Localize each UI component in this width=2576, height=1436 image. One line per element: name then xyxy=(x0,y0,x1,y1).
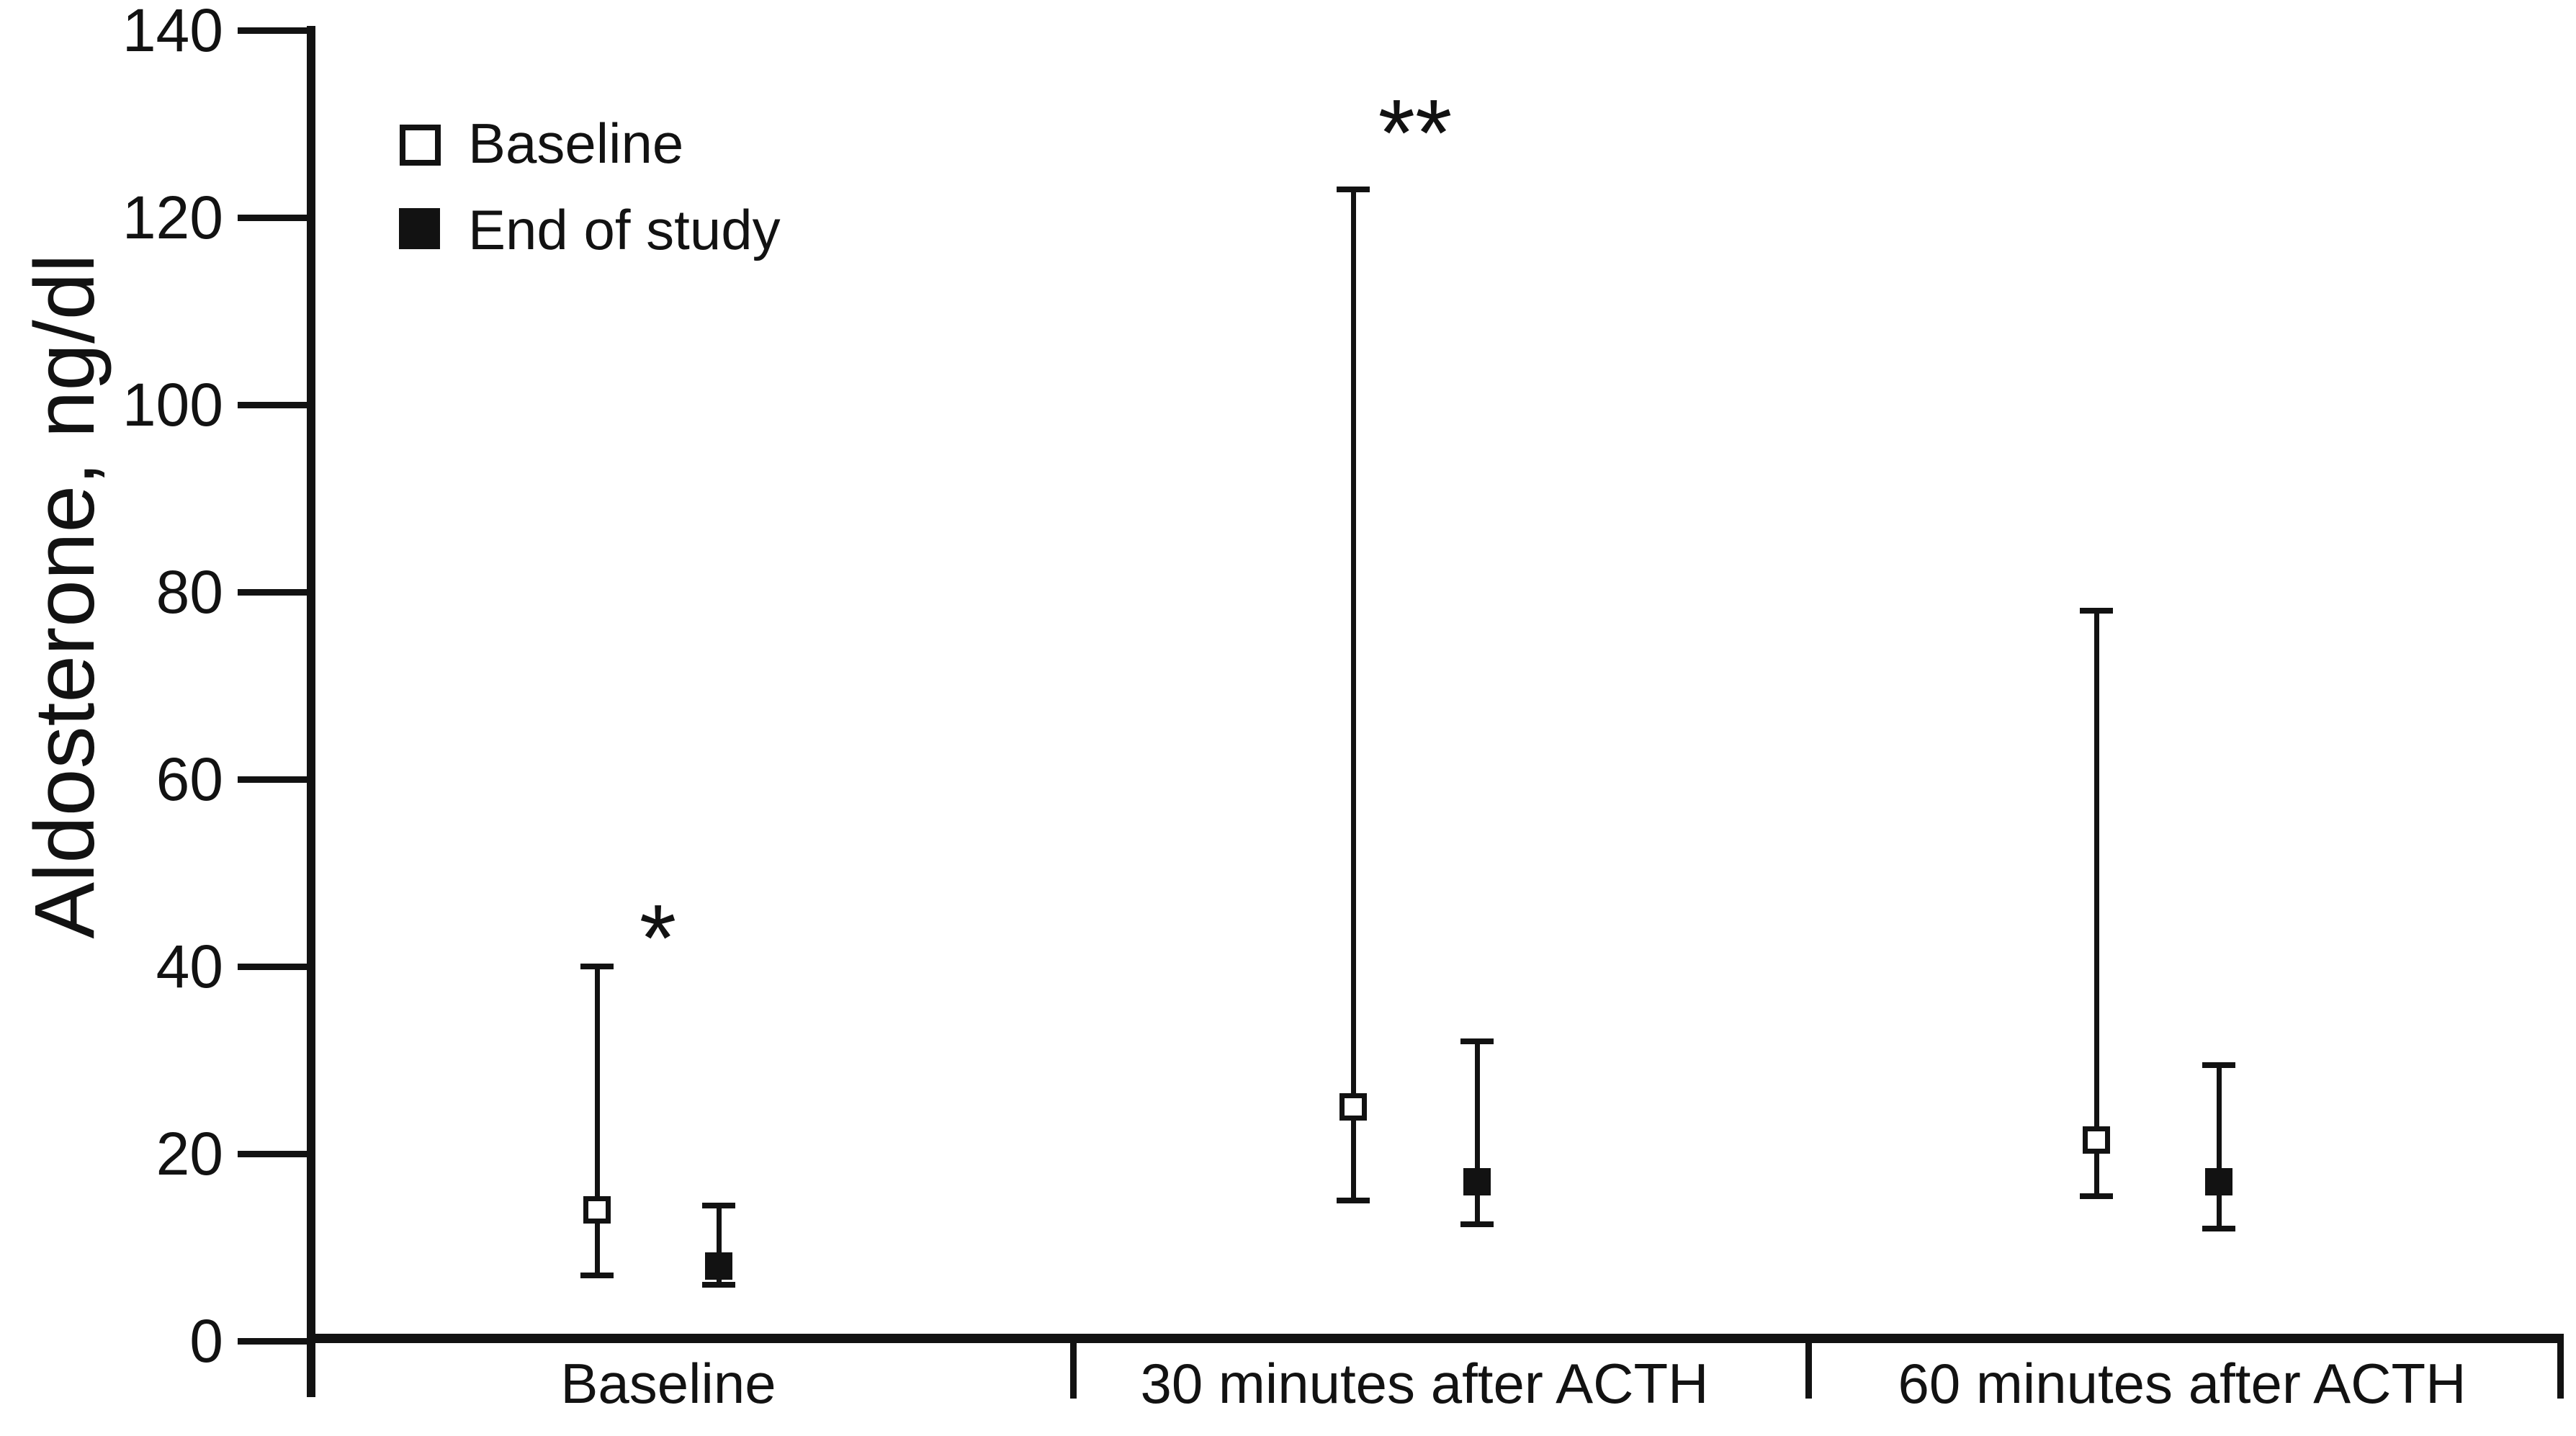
y-tick-label-20: 20 xyxy=(156,1120,223,1188)
significance-asterisk: * xyxy=(639,885,677,991)
x-category-label-3: 60 minutes after ACTH xyxy=(1898,1352,2467,1415)
y-tick-label-120: 120 xyxy=(122,184,223,251)
error-bar-line xyxy=(2093,611,2099,1196)
error-bar-cap-top xyxy=(1460,1038,1494,1044)
category-divider-tick xyxy=(2557,1338,2564,1399)
x-category-label-2: 30 minutes after ACTH xyxy=(1140,1352,1709,1415)
legend-filled-square-icon xyxy=(399,208,440,249)
error-bar-line xyxy=(1474,1041,1480,1224)
error-bar-cap-bottom xyxy=(1460,1221,1494,1227)
y-tick-mark-80 xyxy=(238,588,313,596)
y-tick-mark-140 xyxy=(238,27,313,34)
y-tick-mark-120 xyxy=(238,214,313,221)
category-divider-tick xyxy=(1805,1338,1812,1399)
error-bar-line xyxy=(2216,1064,2222,1229)
y-tick-label-100: 100 xyxy=(122,371,223,439)
error-bar-cap-bottom xyxy=(2080,1193,2113,1199)
legend-label-end-of-study: End of study xyxy=(468,198,781,261)
filled-square-marker xyxy=(2205,1168,2232,1195)
error-bar-cap-bottom xyxy=(2202,1226,2235,1231)
y-tick-label-40: 40 xyxy=(156,933,223,1000)
error-bar-cap-top xyxy=(702,1202,735,1208)
y-tick-label-0: 0 xyxy=(189,1307,223,1375)
error-bar-line xyxy=(1350,189,1356,1201)
error-bar-cap-bottom xyxy=(702,1282,735,1288)
category-divider-tick xyxy=(1070,1338,1077,1399)
x-category-label-1: Baseline xyxy=(560,1352,776,1415)
y-tick-label-80: 80 xyxy=(156,558,223,626)
error-bar-line xyxy=(594,966,600,1275)
y-tick-mark-100 xyxy=(238,401,313,408)
y-tick-mark-0 xyxy=(238,1337,313,1345)
open-square-marker xyxy=(1339,1093,1367,1121)
filled-square-marker xyxy=(1463,1168,1491,1195)
significance-asterisks: ** xyxy=(1378,80,1453,186)
y-tick-mark-40 xyxy=(238,963,313,970)
legend-open-square-icon xyxy=(400,125,441,166)
error-bar-cap-top xyxy=(580,964,614,969)
y-tick-label-60: 60 xyxy=(156,745,223,813)
open-square-marker xyxy=(583,1196,611,1224)
filled-square-marker xyxy=(705,1252,732,1280)
error-bar-cap-bottom xyxy=(580,1273,614,1278)
error-bar-line xyxy=(716,1205,722,1285)
y-tick-label-140: 140 xyxy=(122,0,223,64)
y-tick-mark-20 xyxy=(238,1150,313,1157)
y-tick-mark-60 xyxy=(238,776,313,783)
error-bar-cap-bottom xyxy=(1337,1198,1370,1203)
error-bar-cap-top xyxy=(2080,608,2113,614)
error-bar-cap-top xyxy=(1337,187,1370,192)
x-axis-line xyxy=(310,1334,2564,1343)
y-axis-line xyxy=(307,26,315,1397)
legend-label-baseline: Baseline xyxy=(468,112,684,175)
open-square-marker xyxy=(2083,1126,2110,1154)
error-bar-cap-top xyxy=(2202,1062,2235,1068)
